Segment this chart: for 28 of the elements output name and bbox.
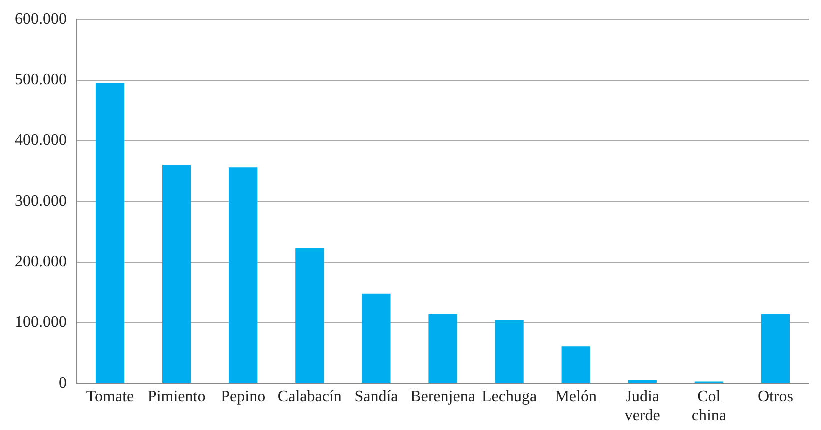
bar — [562, 346, 590, 384]
x-tick-label: Judia verde — [624, 388, 660, 425]
bar — [628, 380, 657, 384]
x-tick-label: Berenjena — [410, 388, 476, 406]
y-tick-label: 200.000 — [15, 253, 67, 270]
bar — [495, 320, 524, 384]
y-tick-label: 100.000 — [15, 314, 67, 332]
x-tick-label: Tomate — [86, 388, 134, 406]
y-tick-label: 600.000 — [15, 10, 67, 28]
x-tick-label: Col china — [692, 388, 727, 425]
x-tick-label: Pepino — [221, 388, 266, 406]
bar — [162, 165, 192, 384]
y-tick-label: 0 — [59, 374, 67, 392]
y-tick-label: 400.000 — [15, 132, 67, 150]
bar — [229, 168, 258, 384]
y-tick-label: 500.000 — [15, 71, 67, 88]
bar — [96, 83, 125, 384]
bar — [428, 314, 458, 384]
bar — [761, 314, 790, 384]
bar — [296, 248, 324, 384]
x-tick-label: Calabacín — [278, 388, 342, 406]
y-tick-label: 300.000 — [15, 192, 67, 210]
x-tick-label: Melón — [555, 388, 597, 406]
x-tick-label: Lechuga — [482, 388, 538, 406]
x-tick-label: Sandía — [354, 388, 398, 406]
x-tick-label: Otros — [758, 388, 794, 406]
x-tick-label: Pimiento — [148, 388, 206, 406]
bar — [362, 294, 391, 384]
